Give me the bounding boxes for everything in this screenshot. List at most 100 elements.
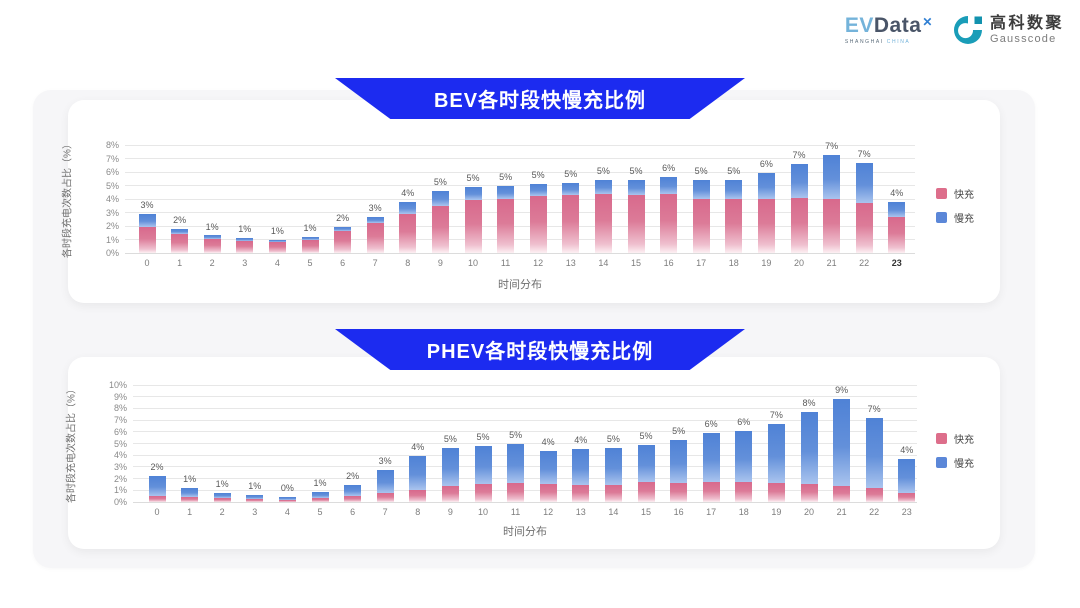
- bar-value-label: 7%: [857, 148, 871, 159]
- phev-chart-title: PHEV各时段快慢充比例: [426, 341, 654, 363]
- bar-value-label: 1%: [205, 221, 219, 232]
- fast-charge-segment: [702, 482, 720, 502]
- fast-charge-segment: [301, 239, 319, 253]
- bar-value-label: 4%: [890, 187, 904, 198]
- bar-value-label: 1%: [303, 222, 317, 233]
- x-axis-tick-label: 16: [663, 258, 674, 268]
- fast-charge-segment: [213, 497, 231, 502]
- slow-charge-segment: [888, 201, 906, 217]
- bar-value-label: 4%: [401, 187, 415, 198]
- bar-value-label: 5%: [499, 171, 513, 182]
- stacked-bar: [888, 201, 906, 253]
- slow-charge-segment: [529, 184, 547, 197]
- bar-value-label: 7%: [825, 140, 839, 151]
- slow-charge-segment: [409, 456, 427, 491]
- x-axis-tick-label: 18: [728, 258, 739, 268]
- gridline: [125, 158, 915, 159]
- fast-charge-label: 快充: [954, 190, 974, 201]
- gridline: [133, 466, 917, 468]
- bar-value-label: 5%: [672, 426, 686, 436]
- fast-charge-segment: [431, 205, 449, 253]
- fast-charge-segment: [203, 239, 221, 253]
- x-axis-tick-label: 23: [901, 507, 912, 517]
- stacked-bar: [507, 443, 525, 503]
- stacked-bar: [431, 190, 449, 253]
- slow-charge-segment: [725, 180, 743, 199]
- fast-charge-segment: [539, 484, 557, 502]
- gausscode-cn-name: 高科数聚: [989, 14, 1064, 32]
- y-axis-tick-label: 5%: [105, 180, 119, 191]
- gridline: [133, 431, 917, 433]
- bar-value-label: 8%: [802, 397, 816, 408]
- x-axis-tick-label: 1: [187, 507, 193, 517]
- plot-area: 0% 1% 2% 3% 4% 5% 6% 7% 8% 9% 10% 2% 0 1% 1 1% 2 1% 3 0% 4 1%…: [109, 380, 917, 517]
- bev-chart-card: 快充 慢充 0% 1% 2% 3% 4% 5% 6% 7% 8% 3% 0 2% 1 1% 2 1% 3 1% 4 1…: [63, 100, 1000, 303]
- gridline: [125, 171, 915, 173]
- slow-charge-segment: [735, 430, 753, 483]
- fast-charge-segment: [268, 241, 286, 253]
- slow-charge-segment: [767, 423, 785, 484]
- x-axis-tick-label: 0: [154, 507, 160, 517]
- y-axis-title: 各时段充电次数占比（%）: [62, 139, 74, 258]
- bar-value-label: 7%: [792, 149, 806, 160]
- x-axis-tick-label: 18: [738, 507, 749, 517]
- x-axis-tick-label: 14: [598, 258, 609, 268]
- evdata-logo: EVData✕ SHANGHAI CHINA: [845, 15, 933, 46]
- stacked-bar: [757, 173, 775, 253]
- fast-charge-segment: [572, 484, 590, 502]
- logo-bar: EVData✕ SHANGHAI CHINA 高科数聚 Gausscode: [845, 14, 1064, 46]
- legend-item-fast: 快充: [936, 186, 974, 201]
- stacked-bar: [213, 492, 231, 502]
- y-axis-tick-label: 3%: [105, 207, 119, 218]
- bar-value-label: 5%: [596, 166, 610, 177]
- x-axis-tick-label: 17: [696, 258, 707, 268]
- gridline: [125, 198, 915, 200]
- fast-charge-segment: [865, 488, 883, 502]
- fast-charge-segment: [507, 483, 525, 502]
- y-axis-tick-label: 8%: [113, 403, 127, 414]
- phev-chart-card: 快充 慢充 0% 1% 2% 3% 4% 5% 6% 7% 8% 9% 10% 2% 0 1% 1 1% 2 1%…: [67, 357, 1000, 549]
- fast-charge-segment: [474, 484, 492, 502]
- stacked-bar: [148, 476, 166, 502]
- stacked-bar: [702, 433, 720, 502]
- x-axis-tick-label: 5: [317, 507, 323, 517]
- gridline: [125, 252, 915, 254]
- y-axis-tick-label: 9%: [113, 391, 127, 402]
- bar-value-label: 4%: [574, 435, 588, 446]
- bar-value-label: 5%: [531, 170, 545, 181]
- x-axis-title: 时间分布: [503, 526, 547, 538]
- gridline: [125, 225, 915, 227]
- x-axis-tick-label: 2: [219, 507, 225, 517]
- gridline: [125, 212, 915, 213]
- x-axis-tick-label: 4: [274, 258, 280, 268]
- slow-charge-segment: [311, 492, 329, 498]
- stacked-bar: [138, 213, 156, 253]
- stacked-bar: [399, 201, 417, 253]
- stacked-bar: [497, 185, 515, 253]
- x-axis-tick-label: 2: [209, 258, 215, 268]
- fast-charge-segment: [171, 234, 189, 253]
- x-axis-tick-label: 8: [405, 258, 411, 268]
- slow-charge-segment: [823, 154, 841, 199]
- fast-charge-segment: [800, 484, 818, 502]
- fast-charge-segment: [725, 199, 743, 253]
- fast-charge-segment: [334, 231, 352, 253]
- x-axis-tick-label: 21: [836, 507, 847, 517]
- x-axis-tick-label: 19: [761, 258, 772, 268]
- stacked-bar: [735, 430, 753, 502]
- bar-value-label: 2%: [336, 213, 350, 224]
- slow-charge-segment: [441, 448, 459, 486]
- x-axis-tick-label: 20: [793, 258, 804, 268]
- bar-value-label: 7%: [867, 403, 881, 414]
- phev-chart-title-banner: PHEV各时段快慢充比例: [335, 329, 745, 370]
- slow-charge-segment: [539, 450, 557, 485]
- slow-charge-segment: [181, 488, 199, 498]
- stacked-bar: [376, 469, 394, 502]
- x-axis-tick-label: 15: [630, 258, 641, 268]
- gridline: [133, 489, 917, 491]
- stacked-bar: [865, 417, 883, 502]
- slow-charge-segment: [692, 180, 710, 199]
- fast-charge-segment: [529, 196, 547, 253]
- fast-charge-segment: [181, 497, 199, 502]
- gridline: [133, 501, 917, 503]
